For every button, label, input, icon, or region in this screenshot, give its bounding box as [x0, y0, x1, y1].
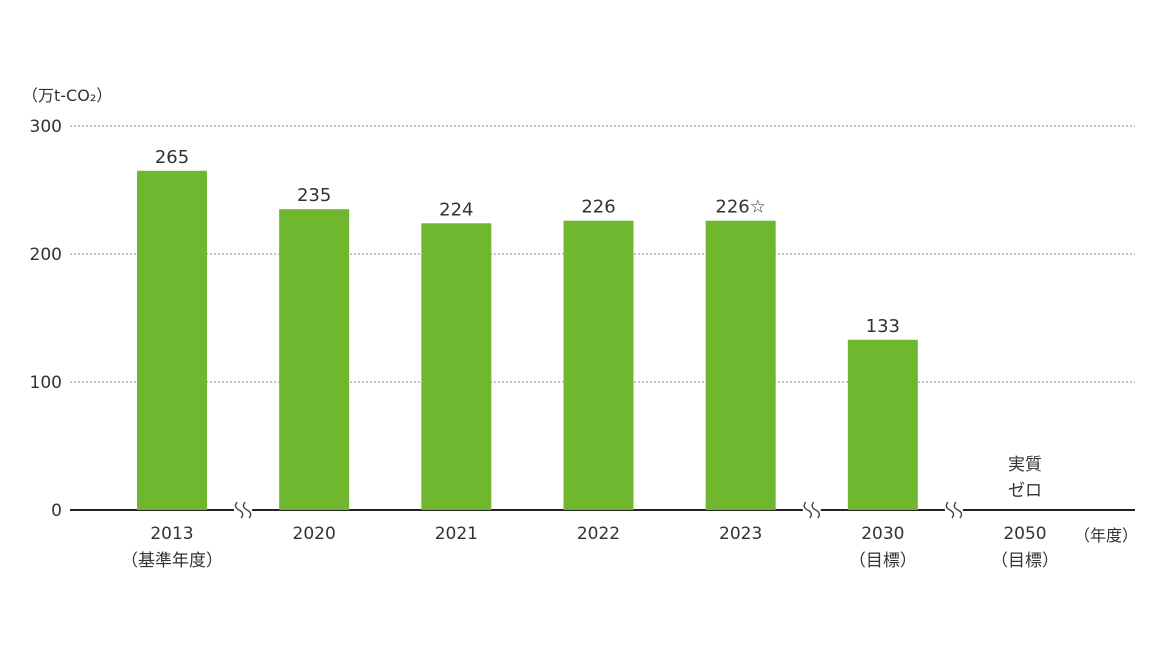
bar-2023 — [705, 220, 776, 510]
value-label-2023: 226☆ — [715, 197, 766, 218]
x-tick-sublabel-2050: （目標） — [991, 551, 1059, 571]
y-tick-label: 200 — [30, 245, 62, 265]
value-label-2050: 実質ゼロ — [1008, 455, 1042, 501]
bar-2020 — [279, 209, 350, 510]
axis-break-marker — [802, 501, 821, 519]
x-tick-label-2013: 2013 — [150, 524, 193, 544]
value-label-2013: 265 — [155, 147, 189, 168]
y-tick-label: 0 — [51, 501, 62, 521]
x-axis-unit-label: （年度） — [1074, 526, 1138, 545]
chart-labels: （万t-CO₂） （年度） 0 100 200 300 265 2013 （基準年度） 235… — [22, 86, 1138, 571]
value-label-2021: 224 — [439, 199, 473, 220]
x-tick-label-2023: 2023 — [719, 524, 762, 544]
y-tick-label: 100 — [30, 373, 62, 393]
bar-2022 — [563, 220, 634, 510]
x-tick-sublabel-2013: （基準年度） — [121, 551, 223, 571]
bar-2030 — [847, 339, 918, 510]
x-tick-label-2030: 2030 — [861, 524, 904, 544]
bar-2013 — [137, 170, 207, 511]
x-tick-label-2050: 2050 — [1003, 524, 1046, 544]
x-tick-label-2022: 2022 — [577, 524, 620, 544]
x-tick-label-2020: 2020 — [293, 524, 336, 544]
x-tick-sublabel-2030: （目標） — [849, 551, 917, 571]
bar-2021 — [421, 223, 492, 510]
value-label-2020: 235 — [297, 185, 331, 206]
axis-break-marker — [234, 501, 253, 519]
y-axis-unit-label: （万t-CO₂） — [22, 86, 112, 105]
value-label-2030: 133 — [866, 316, 900, 337]
value-label-2022: 226 — [581, 197, 615, 218]
x-tick-label-2021: 2021 — [435, 524, 478, 544]
axis-break-marker — [944, 501, 963, 519]
axis-breaks — [234, 501, 963, 519]
bars — [137, 170, 918, 511]
y-tick-label: 300 — [30, 117, 62, 137]
